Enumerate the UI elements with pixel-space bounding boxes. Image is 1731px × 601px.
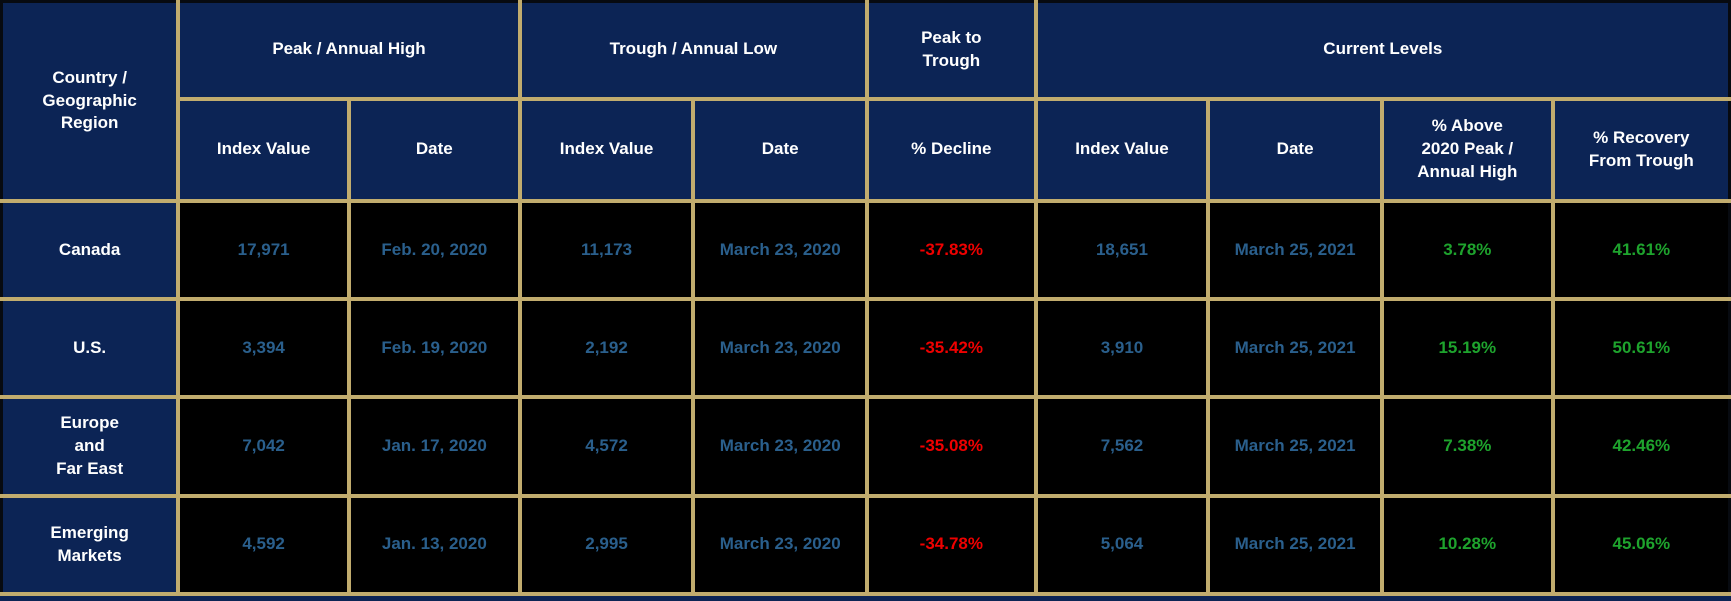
current-index-value: 7,562 xyxy=(1033,395,1211,498)
table-row-us: U.S. 3,394 Feb. 19, 2020 2,192 March 23,… xyxy=(0,297,1731,400)
pct-decline: -37.83% xyxy=(865,199,1038,302)
sub-header-peak-date: Date xyxy=(346,96,522,204)
sub-header-row: Index Value Date Index Value Date % Decl… xyxy=(2,96,1731,204)
current-date: March 25, 2021 xyxy=(1206,395,1384,498)
sub-header-pct-decline: % Decline xyxy=(865,96,1038,204)
current-date: March 25, 2021 xyxy=(1206,297,1384,400)
peak-date: Jan. 13, 2020 xyxy=(346,493,522,597)
pct-above-peak: 10.28% xyxy=(1379,493,1555,597)
trough-date: March 23, 2020 xyxy=(691,395,870,498)
current-index-value: 3,910 xyxy=(1033,297,1211,400)
group-header-peak-annual-high: Peak / Annual High xyxy=(176,0,522,101)
group-header-trough-annual-low: Trough / Annual Low xyxy=(517,0,870,101)
pct-above-peak: 3.78% xyxy=(1379,199,1555,302)
group-header-current-levels: Current Levels xyxy=(1033,0,1731,101)
region-label: U.S. xyxy=(0,297,181,400)
table-row-canada: Canada 17,971 Feb. 20, 2020 11,173 March… xyxy=(0,199,1731,302)
trough-index-value: 2,995 xyxy=(517,493,696,597)
pct-decline: -35.08% xyxy=(865,395,1038,498)
pct-recovery: 45.06% xyxy=(1550,493,1731,597)
pct-above-peak: 15.19% xyxy=(1379,297,1555,400)
sub-header-peak-index-value: Index Value xyxy=(176,96,351,204)
current-index-value: 5,064 xyxy=(1033,493,1211,597)
sub-header-trough-index-value: Index Value xyxy=(517,96,696,204)
sub-header-current-date: Date xyxy=(1206,96,1384,204)
trough-date: March 23, 2020 xyxy=(691,297,870,400)
pct-decline: -34.78% xyxy=(865,493,1038,597)
table-row-emerging-markets: Emerging Markets 4,592 Jan. 13, 2020 2,9… xyxy=(0,493,1731,597)
current-index-value: 18,651 xyxy=(1033,199,1211,302)
current-date: March 25, 2021 xyxy=(1206,199,1384,302)
peak-index-value: 3,394 xyxy=(176,297,351,400)
region-label: Emerging Markets xyxy=(0,493,181,597)
region-label: Canada xyxy=(0,199,181,302)
sub-header-current-index-value: Index Value xyxy=(1033,96,1211,204)
group-header-peak-to-trough: Peak to Trough xyxy=(865,0,1038,101)
corner-header-country-region: Country / Geographic Region xyxy=(0,0,181,204)
region-label: Europe and Far East xyxy=(0,395,181,498)
group-header-row: Country / Geographic Region Peak / Annua… xyxy=(0,0,1731,204)
sub-header-pct-recovery: % Recovery From Trough xyxy=(1550,96,1731,204)
pct-recovery: 42.46% xyxy=(1550,395,1731,498)
peak-index-value: 17,971 xyxy=(176,199,351,302)
peak-date: Jan. 17, 2020 xyxy=(346,395,522,498)
sub-header-trough-date: Date xyxy=(691,96,870,204)
sub-header-pct-above-peak: % Above 2020 Peak / Annual High xyxy=(1379,96,1555,204)
peak-index-value: 4,592 xyxy=(176,493,351,597)
current-date: March 25, 2021 xyxy=(1206,493,1384,597)
trough-date: March 23, 2020 xyxy=(691,199,870,302)
pct-recovery: 50.61% xyxy=(1550,297,1731,400)
peak-index-value: 7,042 xyxy=(176,395,351,498)
peak-date: Feb. 19, 2020 xyxy=(346,297,522,400)
pct-recovery: 41.61% xyxy=(1550,199,1731,302)
peak-date: Feb. 20, 2020 xyxy=(346,199,522,302)
trough-index-value: 4,572 xyxy=(517,395,696,498)
trough-index-value: 11,173 xyxy=(517,199,696,302)
bottom-navy-strip xyxy=(0,596,1731,601)
pct-above-peak: 7.38% xyxy=(1379,395,1555,498)
table-row-europe-far-east: Europe and Far East 7,042 Jan. 17, 2020 … xyxy=(0,395,1731,498)
trough-date: March 23, 2020 xyxy=(691,493,870,597)
pct-decline: -35.42% xyxy=(865,297,1038,400)
trough-index-value: 2,192 xyxy=(517,297,696,400)
